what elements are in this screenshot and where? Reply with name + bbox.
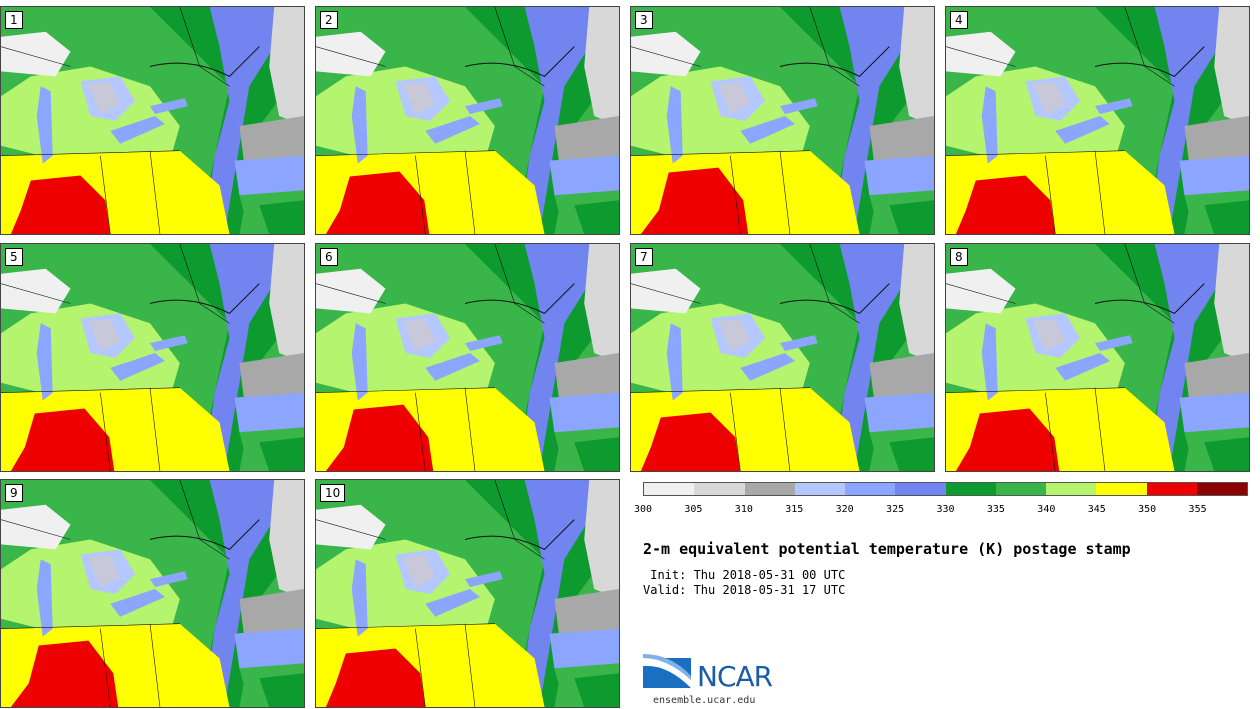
colorbar-swatch <box>1196 483 1247 495</box>
colorbar-swatch <box>744 483 795 495</box>
site-url: ensemble.ucar.edu <box>653 695 756 706</box>
member-number-label: 2 <box>320 11 338 29</box>
colorbar-tick-label: 340 <box>1037 504 1056 515</box>
colorbar-tick-label: 330 <box>936 504 955 515</box>
colorbar-swatch <box>694 483 745 495</box>
valid-time: Valid: Thu 2018-05-31 17 UTC <box>643 583 846 597</box>
postage-stamp-panel: 4 <box>945 6 1250 235</box>
ensemble-member-map <box>1 244 304 471</box>
colorbar-tick-label: 325 <box>886 504 905 515</box>
member-number-label: 8 <box>950 248 968 266</box>
postage-stamp-panel: 10 <box>315 479 620 708</box>
postage-stamp-panel: 6 <box>315 243 620 472</box>
colorbar-tick-label: 345 <box>1087 504 1106 515</box>
postage-stamp-panel: 3 <box>630 6 935 235</box>
member-number-label: 7 <box>635 248 653 266</box>
colorbar-swatch <box>995 483 1046 495</box>
colorbar-swatch <box>945 483 996 495</box>
colorbar-swatch <box>794 483 845 495</box>
colorbar-tick-label: 300 <box>633 504 653 515</box>
postage-stamp-panel: 7 <box>630 243 935 472</box>
postage-stamp-panel: 9 <box>0 479 305 708</box>
postage-stamp-panel: 5 <box>0 243 305 472</box>
colorbar-tick-label: 350 <box>1138 504 1157 515</box>
colorbar-tick-label: 320 <box>835 504 854 515</box>
ensemble-member-map <box>316 480 619 707</box>
member-number-label: 10 <box>320 484 346 502</box>
member-number-label: 1 <box>5 11 23 29</box>
ensemble-member-map <box>1 7 304 234</box>
ensemble-member-map <box>316 7 619 234</box>
colorbar-swatch <box>1096 483 1147 495</box>
colorbar-tick-label: 315 <box>785 504 804 515</box>
ensemble-member-map <box>316 244 619 471</box>
plot-title: 2-m equivalent potential temperature (K)… <box>643 540 1131 558</box>
ensemble-member-map <box>1 480 304 707</box>
init-time: Init: Thu 2018-05-31 00 UTC <box>643 568 846 582</box>
member-number-label: 6 <box>320 248 338 266</box>
postage-stamp-panel: 2 <box>315 6 620 235</box>
colorbar-swatch <box>1146 483 1197 495</box>
colorbar <box>643 482 1248 496</box>
member-number-label: 4 <box>950 11 968 29</box>
ensemble-member-map <box>631 7 934 234</box>
postage-stamp-panel: 1 <box>0 6 305 235</box>
member-number-label: 3 <box>635 11 653 29</box>
colorbar-swatch <box>1046 483 1097 495</box>
colorbar-tick-label: 355 <box>1188 504 1207 515</box>
ncar-logo-text: NCAR <box>697 660 773 693</box>
colorbar-swatch <box>644 483 695 495</box>
member-number-label: 5 <box>5 248 23 266</box>
member-number-label: 9 <box>5 484 23 502</box>
colorbar-tick-label: 305 <box>684 504 703 515</box>
colorbar-tick-label: 335 <box>986 504 1005 515</box>
colorbar-swatch <box>895 483 946 495</box>
ensemble-member-map <box>631 244 934 471</box>
ensemble-member-map <box>946 244 1249 471</box>
colorbar-tick-label: 310 <box>734 504 753 515</box>
ncar-logo-icon <box>643 654 691 688</box>
colorbar-swatch <box>845 483 896 495</box>
ensemble-member-map <box>946 7 1249 234</box>
postage-stamp-panel: 8 <box>945 243 1250 472</box>
